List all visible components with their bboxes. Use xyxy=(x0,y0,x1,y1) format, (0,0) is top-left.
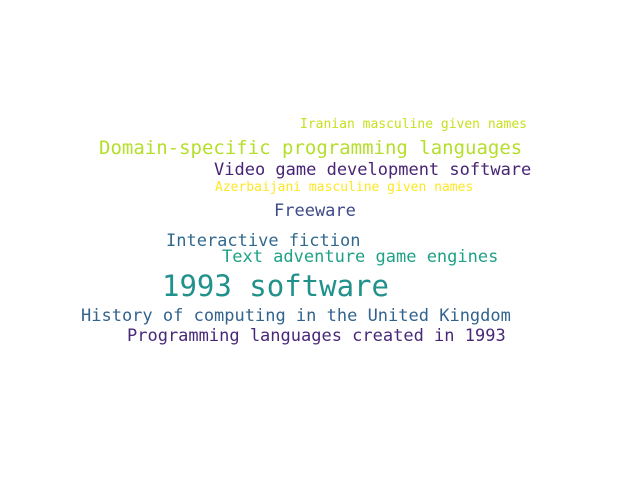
word-iranian-masculine-given-names: Iranian masculine given names xyxy=(300,117,527,132)
word-freeware: Freeware xyxy=(274,201,356,221)
word-interactive-fiction: Interactive fiction xyxy=(166,231,361,251)
word-1993-software: 1993 software xyxy=(162,269,389,303)
word-programming-languages-created-1993: Programming languages created in 1993 xyxy=(127,326,506,346)
word-azerbaijani-masculine-given-names: Azerbaijani masculine given names xyxy=(215,180,474,195)
word-history-of-computing-uk: History of computing in the United Kingd… xyxy=(81,306,511,326)
word-domain-specific-programming-languages: Domain-specific programming languages xyxy=(99,137,523,159)
word-text-adventure-game-engines: Text adventure game engines xyxy=(222,247,499,267)
word-video-game-development-software: Video game development software xyxy=(214,160,532,180)
